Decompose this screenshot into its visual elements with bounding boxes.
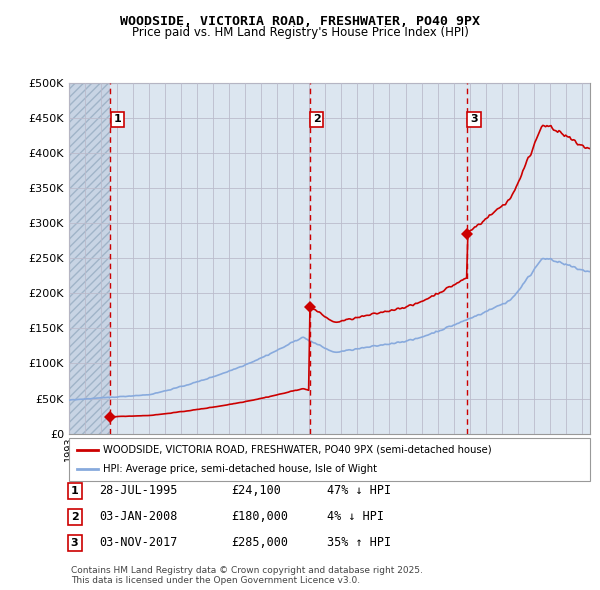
Text: Contains HM Land Registry data © Crown copyright and database right 2025.
This d: Contains HM Land Registry data © Crown c… (71, 566, 422, 585)
Text: 47% ↓ HPI: 47% ↓ HPI (327, 484, 391, 497)
Text: HPI: Average price, semi-detached house, Isle of Wight: HPI: Average price, semi-detached house,… (103, 464, 377, 474)
Text: 1: 1 (113, 114, 121, 124)
Text: £24,100: £24,100 (231, 484, 281, 497)
Text: £180,000: £180,000 (231, 510, 288, 523)
Text: 28-JUL-1995: 28-JUL-1995 (99, 484, 178, 497)
Text: 3: 3 (71, 538, 79, 548)
Text: 35% ↑ HPI: 35% ↑ HPI (327, 536, 391, 549)
Text: 03-NOV-2017: 03-NOV-2017 (99, 536, 178, 549)
Text: 3: 3 (470, 114, 478, 124)
Text: 2: 2 (313, 114, 320, 124)
Text: WOODSIDE, VICTORIA ROAD, FRESHWATER, PO40 9PX (semi-detached house): WOODSIDE, VICTORIA ROAD, FRESHWATER, PO4… (103, 445, 491, 455)
Text: 2: 2 (71, 512, 79, 522)
Text: 1: 1 (71, 486, 79, 496)
Text: £285,000: £285,000 (231, 536, 288, 549)
Text: 4% ↓ HPI: 4% ↓ HPI (327, 510, 384, 523)
Text: WOODSIDE, VICTORIA ROAD, FRESHWATER, PO40 9PX: WOODSIDE, VICTORIA ROAD, FRESHWATER, PO4… (120, 15, 480, 28)
Bar (69, 83, 110, 434)
Text: Price paid vs. HM Land Registry's House Price Index (HPI): Price paid vs. HM Land Registry's House … (131, 26, 469, 39)
Text: 03-JAN-2008: 03-JAN-2008 (99, 510, 178, 523)
FancyBboxPatch shape (69, 438, 590, 481)
